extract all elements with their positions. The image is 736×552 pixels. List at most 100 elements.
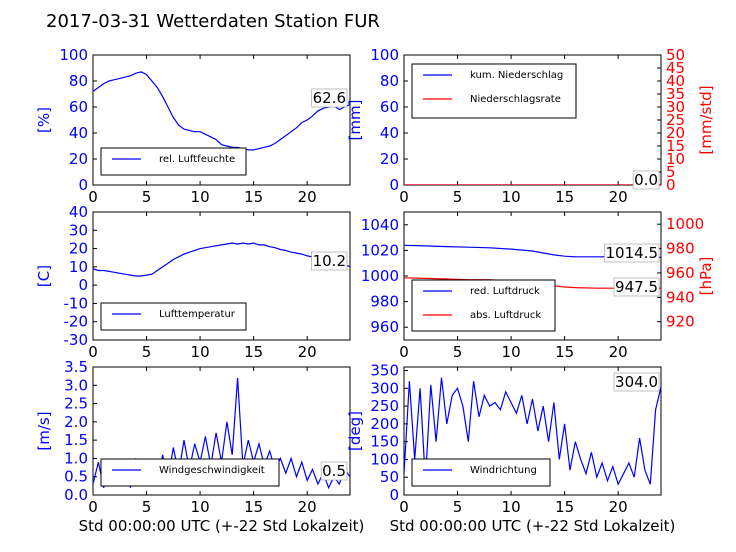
y-tick-label: 50 [380,468,399,486]
y-tick-label: -20 [64,313,89,331]
legend-box [411,63,577,119]
x-tick-label: 5 [142,498,152,516]
y2-tick-label: 35 [666,85,685,103]
y2-axis-label: [hPa] [697,257,715,296]
y-tick-label: 0.0 [64,486,88,504]
y2-tick-label: 45 [666,59,685,77]
y2-tick-label: 1000 [666,215,704,233]
legend-box [411,279,556,332]
value-annotation-box [320,461,348,481]
legend-label: red. Luftdruck [470,286,540,297]
value-annotation-box [613,372,660,392]
y-tick-label: 30 [69,221,88,239]
y-axis-label: [mm] [346,100,364,141]
legend-label: Windgeschwindigkeit [159,465,265,476]
x-axis-label: Std 00:00:00 UTC (+-22 Std Lokalzeit) [390,517,676,535]
y-axis-label: [m/s] [35,411,53,450]
plot-frame [92,211,351,341]
y-axis-label: [C] [35,265,53,287]
x-tick-label: 15 [244,498,263,516]
y-tick-label: 300 [370,379,399,397]
x-tick-label: 15 [244,188,263,206]
series-line [93,242,350,277]
legend-label: kum. Niederschlag [470,70,563,81]
y-tick-label: 1020 [361,241,399,259]
y-tick-label: 2.5 [64,395,88,413]
y-tick-label: 1.0 [64,449,88,467]
x-tick-label: 20 [609,343,628,361]
panel-temperature: 0 5 10 15 20-30-20-10010203040[C]Lufttempera… [35,203,351,361]
y-tick-label: 350 [370,362,399,380]
value-annotation: 0.5 [322,462,346,480]
figure-title: 2017-03-31 Wetterdaten Station FUR [46,11,380,32]
x-tick-label: 20 [298,188,317,206]
panel-pressure: 0 5 10 15 20 960 980 1000 1020 1040 920 940 960 980 10… [361,211,715,361]
x-tick-label: 10 [191,343,210,361]
legend-box [100,302,247,331]
y2-tick-label: 5 [666,163,676,181]
y-tick-label: 960 [370,318,399,336]
x-tick-label: 0 [88,188,98,206]
legend-label: Niederschlagsrate [470,94,561,105]
x-tick-label: 0 [399,498,409,516]
x-tick-label: 5 [142,343,152,361]
x-tick-label: 15 [244,343,263,361]
value-annotation-box [632,170,660,190]
panel-wind_speed: 0 5 10 15 200.00.51.01.52.02.53.03.5[m/s]Std… [35,358,364,535]
y2-tick-label: 50 [666,46,685,64]
y-tick-label: 250 [370,397,399,415]
x-tick-label: 20 [609,188,628,206]
value-annotation-box [311,88,348,108]
y-tick-label: 20 [69,150,88,168]
y-tick-label: 20 [69,240,88,258]
x-tick-label: 10 [502,188,521,206]
y2-tick-label: 0 [666,176,676,194]
x-tick-label: 15 [555,343,574,361]
x-tick-label: 15 [555,498,574,516]
x-tick-label: 10 [191,188,210,206]
plot-frame [92,54,351,186]
legend-box [100,458,280,487]
legend-label: Lufttemperatur [159,309,236,320]
value-annotation: 0.0 [634,171,658,189]
y-tick-label: 1000 [361,267,399,285]
value-annotation: 304.0 [615,373,658,391]
x-tick-label: 0 [399,188,409,206]
x-tick-label: 5 [453,498,463,516]
y2-tick-label: 20 [666,124,685,142]
y-axis-label: [deg] [346,411,364,451]
legend-box [100,147,247,176]
y2-tick-label: 960 [666,264,695,282]
y-tick-label: 10 [69,258,88,276]
y2-tick-label: 920 [666,313,695,331]
y2-tick-label: 30 [666,98,685,116]
legend-box [411,458,551,487]
y-axis-label: [%] [35,107,53,133]
x-tick-label: 0 [88,498,98,516]
y-tick-label: -30 [64,331,89,349]
value-annotation: 1014.5 [606,244,659,262]
y-tick-label: 40 [69,124,88,142]
y2-tick-label: 10 [666,150,685,168]
x-tick-label: 10 [502,343,521,361]
y-tick-label: -10 [64,294,89,312]
y-tick-label: 60 [69,98,88,116]
y-tick-label: 40 [380,124,399,142]
x-tick-label: 5 [453,343,463,361]
y-tick-label: 80 [380,72,399,90]
x-tick-label: 20 [298,498,317,516]
y-tick-label: 100 [59,46,88,64]
y2-tick-label: 25 [666,111,685,129]
x-tick-label: 15 [555,188,574,206]
x-tick-label: 5 [453,188,463,206]
y-tick-label: 0 [78,176,88,194]
y-tick-label: 80 [69,72,88,90]
y-tick-label: 3.5 [64,358,88,376]
x-tick-label: 0 [88,343,98,361]
legend-label: rel. Luftfeuchte [159,154,235,165]
legend-label: abs. Luftdruck [470,310,541,321]
y-tick-label: 0.5 [64,468,88,486]
series-line [404,377,661,486]
value-annotation-box [613,277,660,297]
